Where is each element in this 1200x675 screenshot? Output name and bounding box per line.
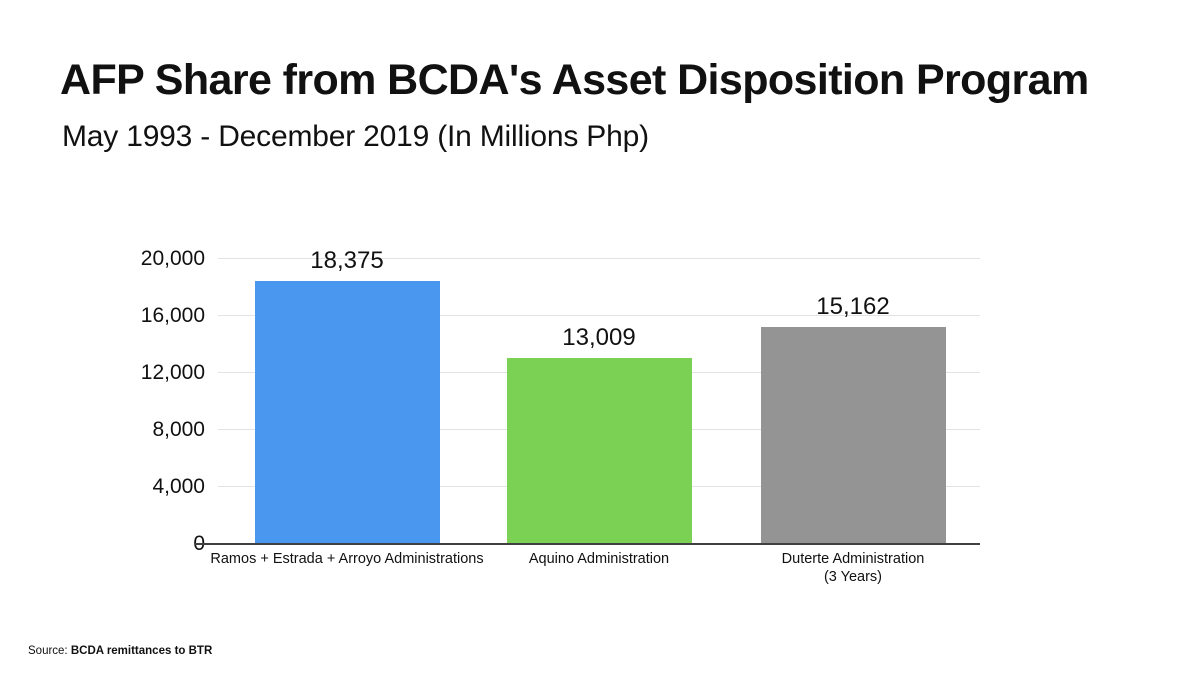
bar-value-label: 15,162 <box>816 292 890 320</box>
x-axis-baseline <box>195 543 980 545</box>
bar-1[interactable] <box>254 281 440 543</box>
x-axis-category-label: Duterte Administration (3 Years) <box>693 550 1013 586</box>
category-label-line: Aquino Administration <box>528 551 670 567</box>
bars-layer: 18,375 13,009 15,162 <box>254 247 946 543</box>
y-axis-tick-label: 8,000 <box>152 418 205 441</box>
y-axis-tick-label: 16,000 <box>140 304 205 327</box>
x-axis-category-label: Aquino Administration <box>439 550 759 568</box>
source-label: Source: <box>28 645 71 657</box>
y-axis-tick-label: 20,000 <box>140 247 205 270</box>
source-value: BCDA remittances to BTR <box>70 645 213 657</box>
page-subtitle: May 1993 - December 2019 (In Millions Ph… <box>62 120 649 153</box>
category-label-line: Duterte Administration <box>781 551 925 567</box>
category-label-line: Ramos + Estrada + Arroyo Administrations <box>210 551 484 567</box>
bar-2[interactable] <box>506 357 692 543</box>
category-label-line: (3 Years) <box>823 569 883 586</box>
bar-value-label: 18,375 <box>310 247 384 275</box>
gridline <box>218 258 980 259</box>
bar-value-label: 13,009 <box>562 323 636 351</box>
gridline <box>218 315 980 316</box>
source-note: Source: BCDA remittances to BTR <box>28 645 212 657</box>
page-title: AFP Share from BCDA's Asset Disposition … <box>60 56 1089 104</box>
y-axis-tick-label: 12,000 <box>140 361 205 384</box>
bar-3[interactable] <box>760 326 946 543</box>
y-axis-tick-label: 4,000 <box>152 475 205 498</box>
x-axis-category-label: Ramos + Estrada + Arroyo Administrations <box>187 550 507 568</box>
